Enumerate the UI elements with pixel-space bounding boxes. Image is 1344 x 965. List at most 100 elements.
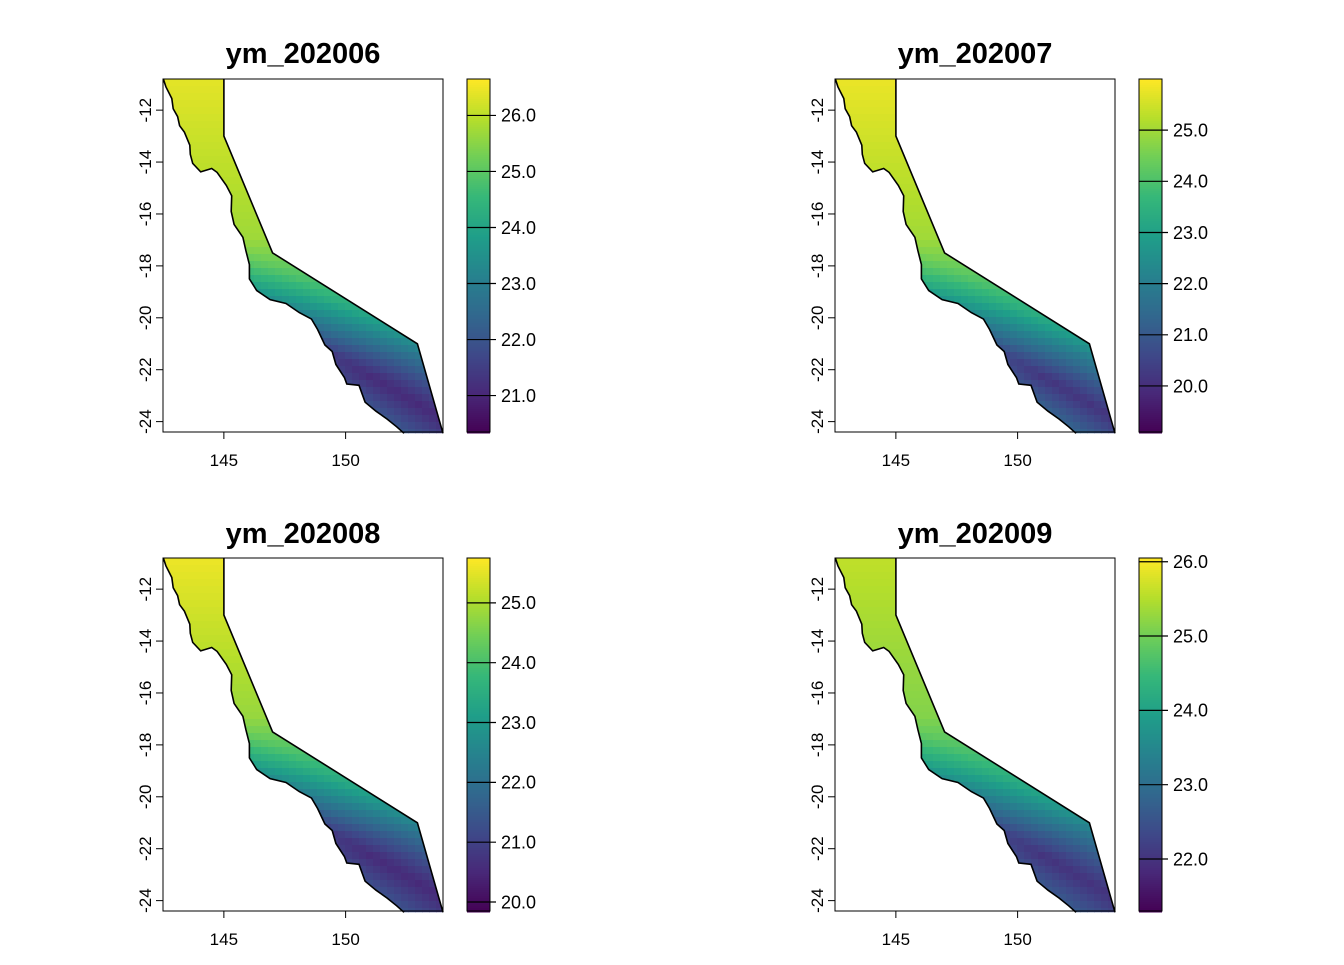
raster-cell (947, 331, 955, 339)
raster-cell (1101, 79, 1109, 87)
raster-cell (198, 698, 206, 706)
raster-cell (324, 331, 332, 339)
raster-cell (359, 415, 367, 423)
raster-cell (324, 387, 332, 395)
raster-cell (884, 401, 892, 409)
raster-cell (1003, 373, 1011, 381)
raster-cell (842, 149, 850, 157)
raster-cell (849, 254, 857, 262)
raster-cell (191, 177, 199, 185)
raster-cell (842, 408, 850, 416)
raster-cell (1045, 282, 1053, 290)
raster-cell (926, 303, 934, 311)
raster-cell (359, 429, 367, 437)
raster-cell (198, 205, 206, 213)
raster-cell (296, 254, 304, 262)
raster-cell (912, 422, 920, 430)
raster-cell (324, 254, 332, 262)
raster-cell (352, 331, 360, 339)
raster-cell (254, 170, 262, 178)
raster-cell (380, 387, 388, 395)
raster-cell (408, 289, 416, 297)
raster-cell (219, 768, 227, 776)
raster-cell (219, 579, 227, 587)
raster-cell (863, 93, 871, 101)
raster-cell (261, 268, 269, 276)
raster-cell (331, 394, 339, 402)
raster-cell (219, 254, 227, 262)
raster-cell (296, 135, 304, 143)
raster-cell (884, 268, 892, 276)
raster-cell (184, 198, 192, 206)
raster-cell (282, 114, 290, 122)
raster-cell (436, 359, 444, 367)
raster-cell (1073, 359, 1081, 367)
raster-cell (870, 422, 878, 430)
raster-cell (1059, 247, 1067, 255)
raster-cell (954, 380, 962, 388)
raster-cell (310, 149, 318, 157)
raster-cell (226, 712, 234, 720)
raster-cell (947, 212, 955, 220)
raster-cell (898, 415, 906, 423)
raster-cell (240, 373, 248, 381)
raster-cell (996, 114, 1004, 122)
raster-cell (954, 93, 962, 101)
raster-cell (296, 170, 304, 178)
raster-cell (184, 642, 192, 650)
raster-cell (877, 317, 885, 325)
raster-cell (884, 345, 892, 353)
raster-cell (870, 212, 878, 220)
raster-cell (338, 212, 346, 220)
raster-cell (352, 324, 360, 332)
raster-cell (331, 163, 339, 171)
raster-cell (1073, 310, 1081, 318)
raster-cell (247, 324, 255, 332)
raster-cell (233, 114, 241, 122)
raster-cell (226, 387, 234, 395)
raster-cell (1094, 184, 1102, 192)
raster-cell (212, 754, 220, 762)
raster-cell (975, 373, 983, 381)
raster-cell (989, 107, 997, 115)
raster-cell (275, 282, 283, 290)
raster-cell (1038, 170, 1046, 178)
raster-cell (352, 380, 360, 388)
raster-cell (1059, 233, 1067, 241)
raster-cell (1024, 107, 1032, 115)
raster-cell (219, 775, 227, 783)
raster-cell (1010, 282, 1018, 290)
raster-cell (1080, 268, 1088, 276)
raster-cell (849, 93, 857, 101)
raster-cell (275, 275, 283, 283)
raster-cell (947, 317, 955, 325)
raster-cell (345, 79, 353, 87)
raster-cell (1031, 212, 1039, 220)
raster-cell (233, 93, 241, 101)
raster-cell (226, 163, 234, 171)
raster-cell (429, 233, 437, 241)
raster-cell (926, 121, 934, 129)
raster-cell (408, 387, 416, 395)
raster-cell (184, 240, 192, 248)
raster-cell (233, 247, 241, 255)
raster-cell (205, 726, 213, 734)
raster-cell (219, 128, 227, 136)
raster-cell (926, 93, 934, 101)
raster-cell (1031, 93, 1039, 101)
raster-cell (919, 177, 927, 185)
raster-cell (380, 429, 388, 437)
raster-cell (1031, 191, 1039, 199)
raster-cell (268, 415, 276, 423)
raster-cell (940, 86, 948, 94)
raster-cell (254, 380, 262, 388)
raster-cell (856, 191, 864, 199)
raster-cell (212, 422, 220, 430)
raster-cell (982, 338, 990, 346)
raster-cell (989, 163, 997, 171)
raster-cell (191, 740, 199, 748)
raster-cell (912, 352, 920, 360)
raster-cell (261, 254, 269, 262)
raster-cell (191, 275, 199, 283)
raster-cell (415, 107, 423, 115)
